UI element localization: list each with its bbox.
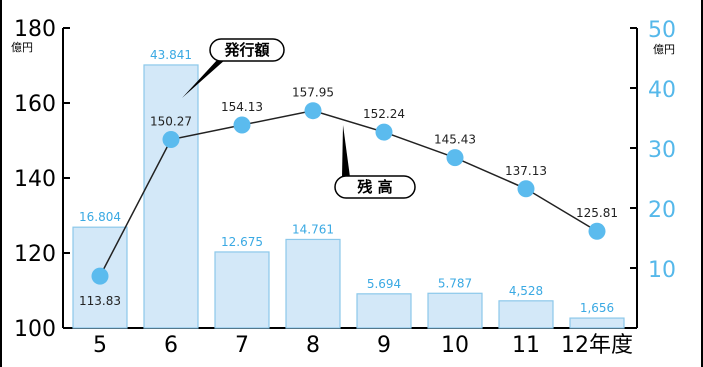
line-value-label: 154.13 (221, 100, 263, 114)
bar-value-label: 5.694 (367, 277, 401, 291)
line-value-label: 145.43 (434, 133, 476, 147)
callout-pointer (182, 59, 226, 98)
bar-value-label: 12.675 (221, 235, 263, 249)
line-point (375, 123, 393, 141)
bar (498, 300, 554, 329)
left-axis-tick-label: 120 (14, 242, 56, 267)
line-point (517, 180, 535, 198)
line-series-group: 113.83 150.27 154.13 157.95 152.24 145.43 137.… (79, 86, 618, 308)
bar-value-label: 4,528 (509, 284, 543, 298)
right-axis-tick-label: 10 (648, 258, 676, 283)
left-axis-unit: 億円 (11, 41, 33, 54)
x-tick-label: 8 (306, 333, 320, 358)
x-tick-label: 9 (377, 333, 391, 358)
x-tick-label: 5 (93, 333, 107, 358)
left-axis-tick-label: 140 (14, 167, 56, 192)
bar (285, 238, 341, 329)
callout-pointer (342, 125, 350, 177)
right-axis-tick-label: 30 (648, 138, 676, 163)
line-point (162, 130, 180, 148)
line-value-label: 113.83 (79, 294, 121, 308)
line-point (233, 116, 251, 134)
line-value-label: 125.81 (576, 206, 618, 220)
bar (427, 292, 483, 329)
left-axis-tick-label: 100 (14, 317, 56, 342)
line-value-label: 137.13 (505, 164, 547, 178)
bar (72, 226, 128, 329)
callout-box (334, 175, 416, 199)
series-callout: 発行額 (182, 38, 285, 98)
bar-value-label: 14.761 (292, 222, 334, 236)
bar (143, 64, 199, 329)
right-axis-tick-label: 20 (648, 198, 676, 223)
right-axis-tick-label: 50 (648, 18, 676, 43)
x-tick-label: 6 (164, 333, 178, 358)
series-callout: 残 高 (334, 125, 416, 199)
line-point (304, 102, 322, 120)
callout-label: 残 高 (357, 178, 392, 196)
bar-value-label: 43.841 (150, 48, 192, 62)
left-axis-tick-label: 160 (14, 92, 56, 117)
line-value-label: 157.95 (292, 86, 334, 100)
right-axis-tick-label: 40 (648, 78, 676, 103)
x-tick-label: 11 (512, 333, 540, 358)
bar-value-label: 1,656 (580, 301, 614, 315)
bar-value-label: 5.787 (438, 276, 472, 290)
bar (214, 251, 270, 329)
left-axis-tick-label: 180 (14, 17, 56, 42)
x-tick-label: 7 (235, 333, 249, 358)
bar (569, 317, 625, 329)
bar (356, 293, 412, 329)
line-path (99, 109, 598, 277)
line-point (91, 267, 109, 285)
line-value-label: 150.27 (150, 114, 192, 128)
callout-label: 発行額 (223, 41, 269, 59)
line-point (446, 149, 464, 167)
line-point (588, 222, 606, 240)
x-tick-label: 10 (441, 333, 469, 358)
line-value-label: 152.24 (363, 107, 405, 121)
right-axis-unit: 億円 (653, 43, 675, 56)
callout-box (209, 38, 285, 62)
x-tick-label: 12年度 (561, 333, 633, 358)
bar-value-label: 16.804 (79, 210, 121, 224)
